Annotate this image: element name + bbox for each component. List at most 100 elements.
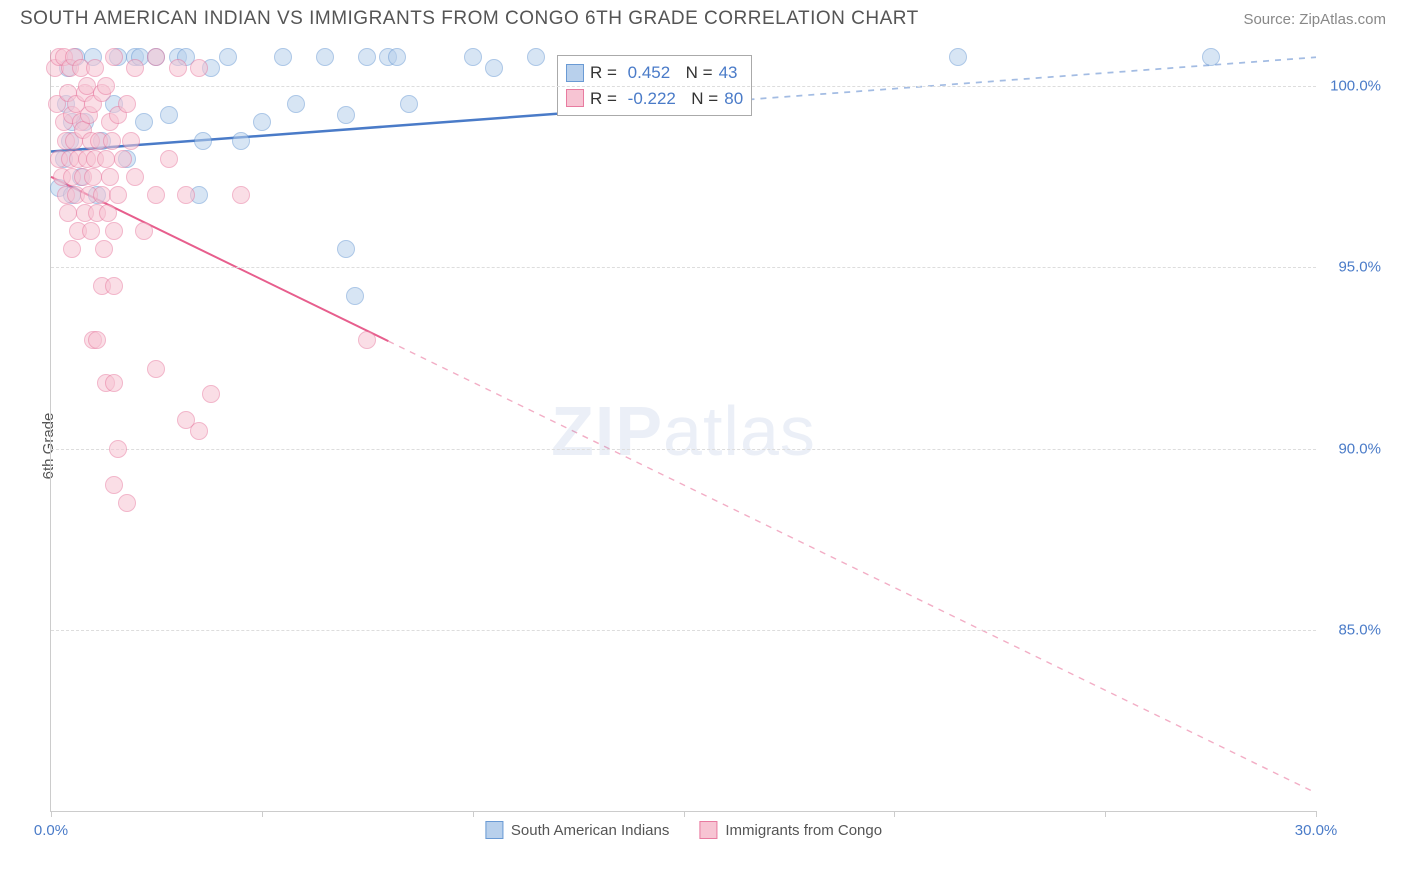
legend-item: Immigrants from Congo [699,821,882,839]
scatter-marker [949,48,967,66]
stats-n-label: N = [676,60,712,86]
stats-r-value: 0.452 [628,60,671,86]
stats-n-value: 80 [724,86,743,112]
stats-row: R = 0.452 N = 43 [566,60,743,86]
scatter-marker [527,48,545,66]
scatter-marker [105,374,123,392]
scatter-marker [194,132,212,150]
scatter-marker [103,132,121,150]
scatter-marker [84,168,102,186]
scatter-marker [86,59,104,77]
legend-swatch [485,821,503,839]
scatter-marker [105,277,123,295]
source-label: Source: ZipAtlas.com [1243,11,1386,28]
scatter-marker [190,59,208,77]
scatter-marker [274,48,292,66]
y-tick-label: 85.0% [1338,621,1381,638]
scatter-marker [346,287,364,305]
gridline [51,86,1316,87]
y-tick-label: 95.0% [1338,259,1381,276]
stats-row: R = -0.222 N = 80 [566,86,743,112]
legend-swatch [566,64,584,82]
scatter-marker [126,168,144,186]
scatter-marker [109,186,127,204]
scatter-marker [93,186,111,204]
scatter-marker [114,150,132,168]
scatter-marker [97,77,115,95]
scatter-marker [337,106,355,124]
scatter-marker [99,204,117,222]
scatter-marker [147,360,165,378]
x-tick [684,811,685,817]
scatter-marker [358,331,376,349]
scatter-marker [147,186,165,204]
scatter-marker [253,113,271,131]
scatter-marker [485,59,503,77]
stats-r-label: R = [590,86,622,112]
chart-title: SOUTH AMERICAN INDIAN VS IMMIGRANTS FROM… [20,8,919,30]
stats-r-label: R = [590,60,622,86]
legend-label: Immigrants from Congo [725,822,882,839]
scatter-marker [122,132,140,150]
x-tick [1105,811,1106,817]
x-tick [1316,811,1317,817]
scatter-marker [105,48,123,66]
bottom-legend: South American Indians Immigrants from Co… [485,821,882,839]
scatter-marker [118,95,136,113]
scatter-marker [135,222,153,240]
scatter-marker [105,476,123,494]
legend-swatch [566,89,584,107]
scatter-marker [147,48,165,66]
stats-n-value: 43 [719,60,738,86]
gridline [51,267,1316,268]
legend-item: South American Indians [485,821,669,839]
x-tick [473,811,474,817]
scatter-marker [160,150,178,168]
stats-n-label: N = [682,86,718,112]
x-tick-label: 30.0% [1295,822,1338,839]
scatter-marker [118,494,136,512]
x-tick-label: 0.0% [34,822,68,839]
scatter-marker [160,106,178,124]
scatter-marker [388,48,406,66]
scatter-marker [358,48,376,66]
scatter-marker [464,48,482,66]
scatter-marker [59,204,77,222]
scatter-marker [63,240,81,258]
scatter-marker [190,422,208,440]
x-tick [894,811,895,817]
scatter-marker [109,440,127,458]
trend-lines [51,50,1316,811]
y-tick-label: 90.0% [1338,440,1381,457]
legend-label: South American Indians [511,822,669,839]
gridline [51,449,1316,450]
scatter-marker [97,150,115,168]
x-tick [262,811,263,817]
scatter-marker [287,95,305,113]
scatter-marker [1202,48,1220,66]
scatter-marker [105,222,123,240]
scatter-marker [177,186,195,204]
scatter-marker [316,48,334,66]
scatter-marker [101,168,119,186]
chart-container: 6th Grade ZIPatlas R = 0.452 N = 43R = -… [50,50,1386,842]
scatter-marker [219,48,237,66]
plot-area: ZIPatlas R = 0.452 N = 43R = -0.222 N = … [50,50,1316,812]
stats-r-value: -0.222 [628,86,676,112]
scatter-marker [202,385,220,403]
scatter-marker [337,240,355,258]
scatter-marker [82,222,100,240]
scatter-marker [232,132,250,150]
scatter-marker [126,59,144,77]
legend-swatch [699,821,717,839]
scatter-marker [232,186,250,204]
gridline [51,630,1316,631]
x-tick [51,811,52,817]
watermark: ZIPatlas [551,391,816,471]
scatter-marker [169,59,187,77]
scatter-marker [400,95,418,113]
scatter-marker [95,240,113,258]
scatter-marker [135,113,153,131]
scatter-marker [88,331,106,349]
y-tick-label: 100.0% [1330,78,1381,95]
